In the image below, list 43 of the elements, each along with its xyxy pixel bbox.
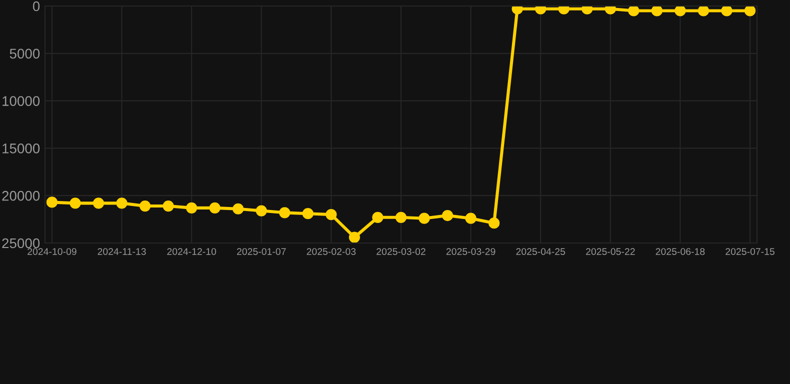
point xyxy=(326,209,337,220)
y-tick-label: 0 xyxy=(32,1,40,12)
point xyxy=(92,198,104,209)
point xyxy=(256,205,267,216)
point xyxy=(418,212,430,224)
point xyxy=(70,198,81,209)
x-tick-label: 2025-05-22 xyxy=(586,248,635,255)
point xyxy=(442,210,454,222)
point xyxy=(465,212,476,224)
point xyxy=(372,212,384,223)
x-tick-label: 2024-11-13 xyxy=(98,248,146,255)
y-tick-label: 25000 xyxy=(2,238,40,248)
point xyxy=(698,6,710,16)
point xyxy=(651,6,663,16)
point xyxy=(139,200,151,212)
point xyxy=(744,6,756,16)
x-tick-label: 2024-10-09 xyxy=(28,248,76,255)
point xyxy=(721,6,732,16)
y-tick-label: 5000 xyxy=(10,48,40,59)
point xyxy=(116,198,128,209)
point xyxy=(395,212,407,223)
point xyxy=(628,6,640,16)
x-tick-label: 2025-03-29 xyxy=(446,248,496,255)
point xyxy=(279,207,290,218)
y-tick-label: 15000 xyxy=(2,144,40,154)
x-tick-label: 2025-04-25 xyxy=(516,248,566,255)
x-tick-label: 2025-03-02 xyxy=(376,248,426,255)
x-tick-label: 2024-12-10 xyxy=(167,248,216,255)
y-tick-label: 20000 xyxy=(2,190,40,201)
point xyxy=(46,196,58,208)
point xyxy=(348,232,360,243)
x-tick-label: 2025-02-03 xyxy=(306,248,356,255)
y-tick-label: 10000 xyxy=(2,96,40,106)
x-tick-label: 2025-01-07 xyxy=(237,248,286,255)
point xyxy=(209,202,220,214)
point xyxy=(302,208,314,220)
point xyxy=(162,200,174,212)
point xyxy=(674,6,686,16)
point xyxy=(186,202,198,214)
x-tick-label: 2025-07-15 xyxy=(726,248,774,255)
x-tick-label: 2025-06-18 xyxy=(656,248,705,255)
point xyxy=(232,203,244,214)
point xyxy=(488,218,500,229)
